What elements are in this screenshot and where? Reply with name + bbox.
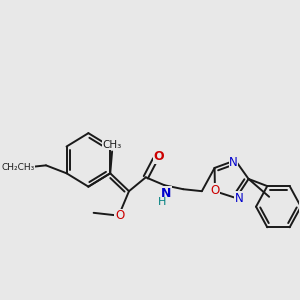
Text: O: O: [115, 209, 124, 222]
Text: O: O: [210, 184, 220, 197]
Text: CH₂CH₃: CH₂CH₃: [1, 163, 34, 172]
Text: N: N: [229, 156, 238, 169]
Text: N: N: [234, 191, 243, 205]
Text: CH₃: CH₃: [103, 140, 122, 150]
Text: O: O: [154, 150, 164, 163]
Text: N: N: [161, 187, 172, 200]
Text: H: H: [158, 197, 166, 207]
